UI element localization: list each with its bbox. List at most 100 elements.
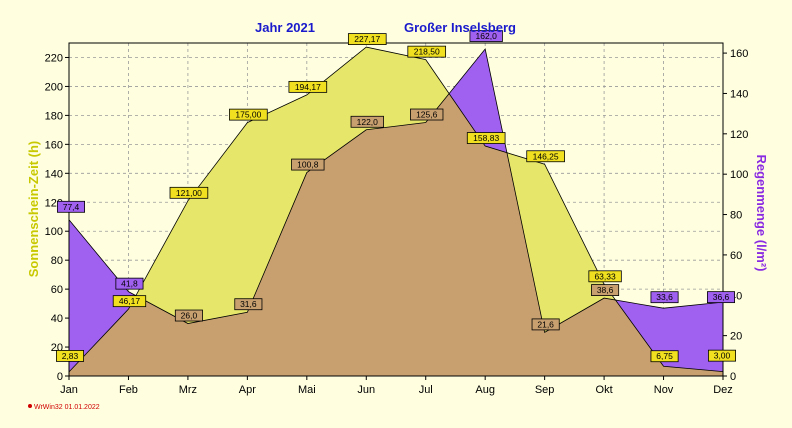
footer-text: WrWin32 01.01.2022 [34, 404, 100, 411]
sunshine-value-label: 6,75 [650, 350, 679, 363]
rain-value-label-text: 41,8 [121, 279, 138, 289]
sunshine-value-label-box [708, 349, 737, 362]
sunshine-value-label-box [526, 150, 565, 163]
sunshine-value-label: 158,83 [466, 132, 506, 144]
data-labels: 2,83 46,17 121,00 175,00 194,17 227,17 218,50 1… [56, 30, 737, 363]
tick-label-x: Mai [298, 384, 316, 396]
tick-label-right: 100 [730, 169, 748, 181]
sunshine-value-label-box [347, 33, 387, 45]
rain-value-label-box [650, 291, 679, 304]
tick-label-right: 120 [730, 129, 748, 141]
tick-label-left: 60 [51, 284, 63, 296]
sunshine-value-label-text: 46,17 [119, 296, 141, 306]
tick-label-x: Jun [357, 384, 375, 396]
sunshine-line [69, 46, 723, 373]
tick-label-x: Okt [596, 384, 613, 396]
rain-value-label-text: 162,0 [476, 31, 498, 41]
sunshine-value-label: 227,17 [347, 33, 387, 45]
sunshine-value-label: 46,17 [112, 295, 147, 308]
tick-label-right: 160 [730, 48, 748, 60]
sunshine-value-label-text: 2,83 [62, 351, 79, 361]
tick-label-left: 180 [45, 110, 63, 122]
chart-title-year: Jahr 2021 [255, 20, 315, 35]
rain-value-label-text: 77,4 [63, 202, 80, 212]
tick-label-left: 140 [45, 168, 63, 180]
rain-value-label: 31,6 [234, 298, 263, 311]
sunshine-value-label-box [466, 132, 506, 144]
y-axis-right-label: Regenmenge (l/m²) [754, 154, 769, 271]
sunshine-value-label: 121,00 [169, 186, 209, 199]
tick-label-right: 80 [730, 210, 742, 222]
rain-value-label-box [591, 284, 620, 296]
sunshine-value-label-text: 121,00 [176, 188, 202, 198]
rain-value-label: 100,8 [291, 158, 325, 171]
sunshine-value-label-box [407, 45, 447, 58]
sunshine-value-label-box [288, 80, 328, 93]
sunshine-value-label-text: 63,33 [594, 271, 616, 281]
sunshine-value-label-text: 146,25 [533, 151, 559, 161]
rain-value-label-box [350, 115, 384, 128]
tick-label-left: 100 [45, 226, 63, 238]
logo-icon [28, 404, 32, 408]
sunshine-value-label-box [56, 350, 85, 362]
sunshine-value-label-box [229, 108, 268, 121]
rain-value-label-text: 38,6 [597, 285, 614, 295]
sunshine-value-label-text: 3,00 [714, 351, 731, 361]
rain-value-label-text: 33,6 [656, 292, 673, 302]
rain-value-label: 38,6 [591, 284, 620, 296]
rain-value-label: 125,6 [410, 108, 444, 121]
tick-label-left: 40 [51, 313, 63, 325]
sunshine-value-label: 175,00 [229, 108, 268, 121]
tick-label-x: Jan [60, 384, 78, 396]
sunshine-value-label-box [169, 186, 209, 199]
sunshine-value-label-box [650, 350, 679, 363]
chart-title-location: Großer Inselsberg [404, 20, 516, 35]
sunshine-value-label: 63,33 [588, 270, 622, 283]
tick-label-left: 200 [45, 81, 63, 93]
tick-label-x: Feb [119, 384, 138, 396]
overlap-area [69, 93, 723, 376]
rain-value-label: 77,4 [57, 200, 86, 213]
rain-value-label: 41,8 [115, 277, 144, 290]
sunshine-value-label: 218,50 [407, 45, 447, 58]
rain-value-label: 26,0 [174, 309, 203, 322]
rain-value-label-text: 100,8 [297, 160, 319, 170]
sunshine-value-label: 146,25 [526, 150, 565, 163]
tick-label-right: 60 [730, 250, 742, 262]
rain-value-label-text: 122,0 [357, 117, 379, 127]
tick-label-right: 20 [730, 331, 742, 343]
sunshine-value-label-box [112, 295, 147, 308]
rain-value-label: 162,0 [469, 30, 503, 42]
rain-value-label-box [115, 277, 144, 290]
rain-value-label: 36,6 [707, 291, 736, 304]
rain-value-label: 21,6 [531, 318, 560, 331]
tick-label-right: 0 [730, 371, 736, 383]
sunshine-value-label-text: 6,75 [656, 351, 673, 361]
sunshine-value-label: 2,83 [56, 350, 85, 362]
tick-label-left: 80 [51, 255, 63, 267]
y-axis-left-label: Sonnenschein-Zeit (h) [26, 141, 41, 278]
rain-value-label-text: 26,0 [181, 311, 198, 321]
axis-ticks: 0204060801001201401601802002200204060801… [45, 48, 749, 396]
sunshine-value-label-text: 227,17 [354, 34, 380, 44]
tick-label-left: 220 [45, 52, 63, 64]
rain-value-label-text: 125,6 [416, 110, 438, 120]
tick-label-x: Nov [654, 384, 674, 396]
tick-label-x: Mrz [179, 384, 197, 396]
sunshine-value-label-text: 218,50 [414, 47, 440, 57]
tick-label-x: Sep [535, 384, 555, 396]
rain-value-label-box [174, 309, 203, 322]
tick-label-x: Apr [239, 384, 256, 396]
tick-label-left: 0 [57, 371, 63, 383]
sunshine-value-label: 3,00 [708, 349, 737, 362]
tick-label-x: Dez [713, 384, 733, 396]
rain-value-label-box [234, 298, 263, 311]
rain-value-label-box [410, 108, 444, 121]
tick-label-left: 160 [45, 139, 63, 151]
sunshine-value-label-text: 175,00 [235, 110, 261, 120]
rain-value-label-text: 31,6 [240, 299, 257, 309]
rain-value-label-text: 21,6 [537, 319, 554, 329]
rain-value-label-text: 36,6 [713, 292, 730, 302]
rain-value-label-box [291, 158, 325, 171]
